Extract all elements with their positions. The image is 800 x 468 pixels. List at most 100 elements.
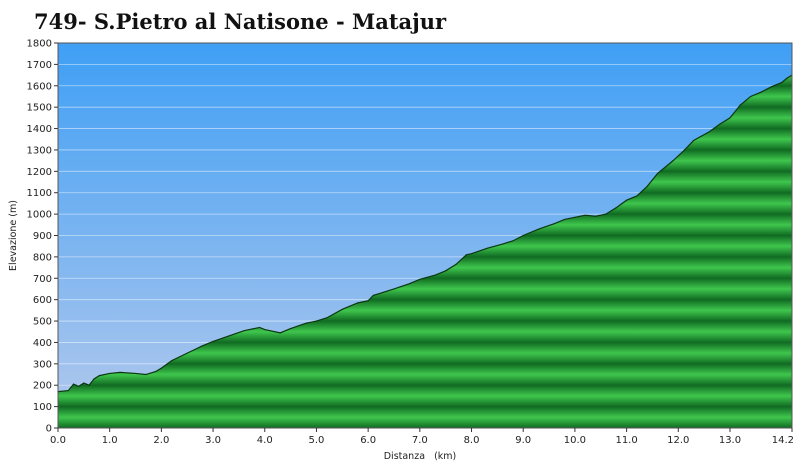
x-tick-label: 7.0	[412, 435, 428, 446]
data-point	[83, 382, 85, 384]
y-tick-label: 1300	[27, 145, 52, 156]
data-point	[145, 373, 147, 376]
data-point	[357, 302, 359, 304]
x-tick-label: 5.0	[308, 435, 324, 446]
data-point	[584, 214, 586, 216]
x-tick-label: 8.0	[464, 435, 480, 446]
data-point	[202, 345, 204, 347]
data-point	[72, 383, 75, 385]
chart-title: 749- S.Pietro al Natisone - Matajur	[34, 9, 447, 34]
data-point	[290, 327, 292, 330]
data-point	[88, 384, 90, 386]
data-point	[605, 213, 607, 215]
x-tick-label: 4.0	[257, 435, 273, 446]
data-point	[538, 228, 540, 230]
x-tick-label: 9.0	[515, 435, 531, 446]
x-tick-label: 11.0	[615, 435, 637, 446]
y-tick-label: 1200	[27, 167, 52, 178]
y-tick-label: 1700	[27, 60, 52, 71]
y-tick-label: 500	[33, 317, 52, 328]
x-axis-label: Distanza (km)	[384, 451, 457, 462]
data-point	[470, 253, 473, 255]
data-point	[279, 332, 281, 334]
data-point	[693, 139, 695, 141]
data-point	[367, 300, 369, 302]
y-tick-label: 1600	[27, 81, 52, 92]
x-tick-label: 13.0	[719, 435, 741, 446]
data-point	[770, 86, 772, 88]
y-tick-label: 1800	[27, 39, 52, 50]
data-point	[465, 254, 467, 256]
data-point	[419, 278, 421, 280]
x-tick-label: 2.0	[153, 435, 169, 446]
data-point	[372, 294, 374, 296]
data-point	[408, 283, 411, 285]
data-point	[78, 385, 80, 387]
data-point	[563, 218, 566, 221]
data-point	[625, 199, 628, 201]
data-point	[227, 335, 230, 337]
data-point	[750, 95, 752, 98]
y-tick-label: 900	[33, 231, 52, 242]
data-point	[719, 123, 721, 125]
data-point	[615, 207, 617, 209]
data-point	[186, 352, 188, 354]
x-tick-label: 12.0	[667, 435, 689, 446]
data-point	[739, 104, 741, 106]
y-tick-label: 1400	[27, 124, 52, 135]
data-point	[786, 77, 788, 79]
data-point	[67, 389, 69, 392]
y-tick-label: 600	[33, 295, 52, 306]
y-tick-label: 1500	[27, 103, 52, 114]
data-point	[134, 372, 137, 375]
x-tick-label: 0.0	[50, 435, 66, 446]
data-point	[93, 378, 95, 380]
x-tick-label: 14.2	[772, 435, 794, 446]
y-tick-label: 300	[33, 359, 52, 370]
x-tick-label: 1.0	[102, 435, 118, 446]
data-point	[258, 326, 261, 329]
data-point	[315, 320, 318, 322]
elevation-area	[58, 75, 792, 428]
data-point	[98, 374, 100, 377]
data-point	[119, 371, 121, 373]
data-point	[160, 367, 162, 369]
data-point	[682, 150, 685, 152]
data-point	[305, 322, 307, 324]
data-point	[512, 240, 514, 242]
x-tick-label: 3.0	[205, 435, 221, 446]
y-tick-label: 1100	[27, 188, 52, 199]
data-point	[646, 185, 648, 187]
data-point	[341, 308, 343, 310]
data-point	[729, 117, 731, 119]
data-point	[445, 270, 447, 272]
data-point	[109, 372, 111, 375]
data-point	[264, 329, 266, 331]
data-point	[486, 247, 488, 249]
data-point	[636, 195, 638, 197]
data-point	[455, 263, 457, 265]
y-tick-label: 400	[33, 338, 52, 349]
data-point	[574, 216, 576, 218]
data-point	[393, 288, 395, 290]
data-point	[594, 215, 597, 217]
data-point	[171, 360, 173, 362]
data-point	[553, 223, 555, 225]
data-point	[434, 274, 436, 276]
data-point	[326, 317, 328, 319]
data-point	[383, 291, 385, 293]
y-tick-label: 700	[33, 274, 52, 285]
data-point	[501, 243, 504, 245]
y-tick-label: 800	[33, 252, 52, 263]
data-point	[155, 370, 157, 372]
y-tick-label: 200	[33, 381, 52, 392]
data-point	[781, 81, 783, 84]
data-point	[243, 330, 245, 332]
data-point	[522, 234, 524, 237]
data-point	[760, 91, 762, 93]
x-tick-label: 10.0	[564, 435, 586, 446]
y-axis-label: Elevazione (m)	[8, 200, 19, 271]
y-tick-label: 1000	[27, 210, 52, 221]
data-point	[657, 172, 659, 175]
